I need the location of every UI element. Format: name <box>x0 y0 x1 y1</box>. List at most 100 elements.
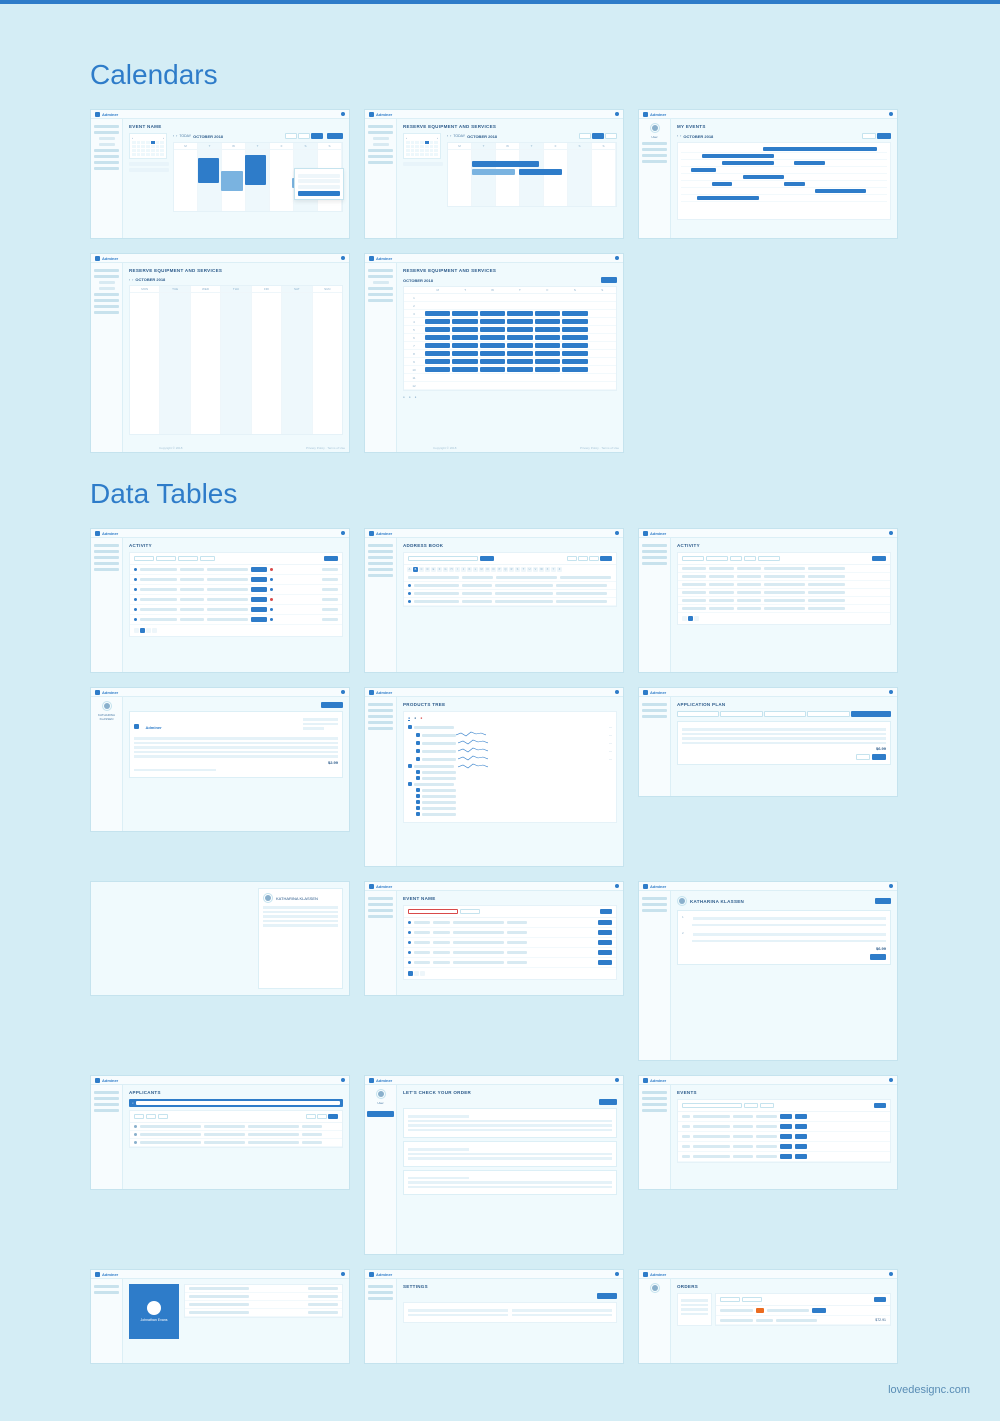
header-avatar-icon[interactable] <box>615 112 619 116</box>
sidebar-item[interactable] <box>94 544 119 547</box>
timeslot-cell[interactable] <box>452 303 477 308</box>
sidebar-item[interactable] <box>368 1291 393 1294</box>
table-row[interactable] <box>678 1122 890 1132</box>
table-row[interactable] <box>404 938 616 948</box>
today-button[interactable]: TODAY <box>179 134 191 138</box>
sidebar-item[interactable] <box>642 544 667 547</box>
tab[interactable]: ● <box>420 716 422 721</box>
timeslot-cell[interactable] <box>480 319 505 324</box>
sidebar-item[interactable] <box>94 305 119 308</box>
timeslot-cell[interactable] <box>562 375 587 380</box>
action-button[interactable] <box>598 940 612 945</box>
next-icon[interactable]: › <box>176 134 177 138</box>
mini-calendar[interactable]: ‹› <box>129 133 167 159</box>
timeslot-cell[interactable] <box>480 351 505 356</box>
timeslot-cell[interactable] <box>535 375 560 380</box>
alpha-filter[interactable]: I <box>455 567 460 572</box>
timeslot-cell[interactable] <box>507 375 532 380</box>
timeslot-cell[interactable] <box>425 351 450 356</box>
sidebar-item[interactable] <box>94 550 119 553</box>
tree-node[interactable]: ⋯ <box>416 748 612 754</box>
search-button[interactable] <box>874 1297 886 1302</box>
sidebar-item[interactable] <box>373 143 389 146</box>
alpha-filter[interactable]: L <box>473 567 478 572</box>
timeslot-cell[interactable] <box>507 319 532 324</box>
next-icon[interactable]: › <box>680 134 681 138</box>
sidebar-item[interactable] <box>368 909 393 912</box>
table-row[interactable] <box>130 1131 342 1139</box>
event-block[interactable] <box>198 158 220 183</box>
search-button[interactable] <box>874 1103 886 1108</box>
timeslot-cell[interactable] <box>590 295 615 300</box>
sidebar-item[interactable] <box>99 143 115 146</box>
table-row[interactable] <box>404 948 616 958</box>
timeslot-cell[interactable] <box>425 359 450 364</box>
gantt-bar[interactable] <box>743 175 784 179</box>
sidebar-item[interactable] <box>368 550 393 553</box>
search-input[interactable] <box>682 1103 742 1108</box>
sidebar-item[interactable] <box>94 299 119 302</box>
avatar-icon[interactable] <box>376 1089 386 1099</box>
sidebar-item[interactable] <box>368 269 393 272</box>
filter-input[interactable] <box>460 909 480 914</box>
apply-button[interactable] <box>872 556 886 561</box>
page-button[interactable] <box>134 628 139 633</box>
tree-node[interactable] <box>416 794 612 798</box>
alpha-filter[interactable]: E <box>431 567 436 572</box>
timeslot-cell[interactable] <box>452 359 477 364</box>
alpha-filter[interactable]: A <box>407 567 412 572</box>
action-button[interactable] <box>589 556 599 561</box>
sidebar-item[interactable] <box>368 556 393 559</box>
table-row[interactable] <box>678 597 890 605</box>
timeslot-cell[interactable] <box>480 303 505 308</box>
event-block[interactable] <box>472 161 539 167</box>
timeslot-cell[interactable] <box>507 359 532 364</box>
alpha-filter[interactable]: C <box>419 567 424 572</box>
sidebar-item[interactable] <box>94 275 119 278</box>
sidebar-item[interactable] <box>94 161 119 164</box>
tree-node[interactable] <box>416 788 612 792</box>
sidebar-item[interactable] <box>94 155 119 158</box>
sidebar-item[interactable] <box>94 1103 119 1106</box>
table-row[interactable] <box>130 605 342 615</box>
filter-chip[interactable] <box>129 168 169 172</box>
timeslot-cell[interactable] <box>562 383 587 388</box>
alpha-filter[interactable]: Y <box>551 567 556 572</box>
sidebar-item[interactable] <box>642 897 667 900</box>
tree-node[interactable] <box>416 770 612 774</box>
timeslot-cell[interactable] <box>562 343 587 348</box>
prev-icon[interactable]: ‹ <box>173 134 174 138</box>
sidebar-item[interactable] <box>94 293 119 296</box>
search-input[interactable] <box>408 909 458 914</box>
table-row[interactable] <box>404 590 616 598</box>
alpha-filter[interactable]: W <box>539 567 544 572</box>
add-button[interactable] <box>327 133 343 139</box>
filter-input[interactable] <box>200 556 215 561</box>
sidebar-item[interactable] <box>94 125 119 128</box>
sidebar-item[interactable] <box>368 293 393 296</box>
timeslot-cell[interactable] <box>425 303 450 308</box>
avatar-icon[interactable] <box>102 701 112 711</box>
table-row[interactable] <box>678 1112 890 1122</box>
timeslot-cell[interactable] <box>590 359 615 364</box>
sidebar-item[interactable] <box>642 909 667 912</box>
view-button[interactable] <box>579 133 591 139</box>
sidebar-item[interactable] <box>642 1103 667 1106</box>
sidebar-item[interactable] <box>368 903 393 906</box>
alpha-filter[interactable]: T <box>521 567 526 572</box>
table-row[interactable] <box>678 573 890 581</box>
action-button[interactable] <box>578 556 588 561</box>
timeslot-cell[interactable] <box>507 335 532 340</box>
sidebar-item[interactable] <box>368 709 393 712</box>
alpha-filter[interactable]: D <box>425 567 430 572</box>
timeslot-cell[interactable] <box>535 359 560 364</box>
gantt-bar[interactable] <box>691 168 716 172</box>
table-row[interactable] <box>678 605 890 613</box>
sidebar-item[interactable] <box>94 556 119 559</box>
view-button[interactable] <box>862 133 876 139</box>
table-row[interactable] <box>716 1306 890 1316</box>
sidebar-item[interactable] <box>368 574 393 577</box>
filter-input[interactable] <box>760 1103 774 1108</box>
timeslot-cell[interactable] <box>452 343 477 348</box>
add-button[interactable] <box>328 1114 338 1119</box>
